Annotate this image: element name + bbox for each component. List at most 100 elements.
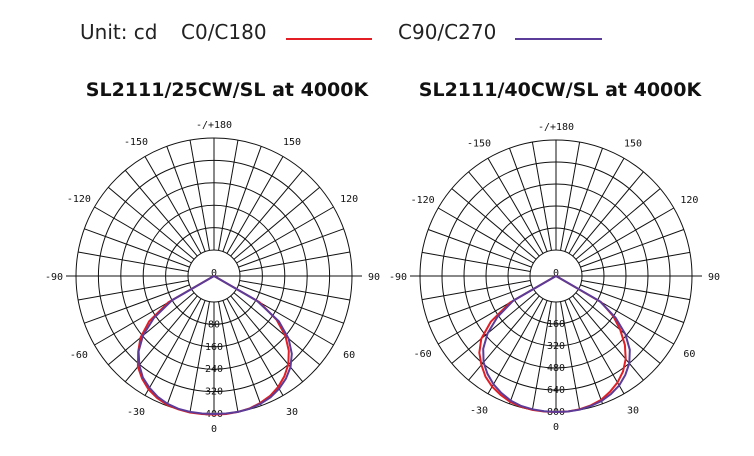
grid-spoke: [581, 251, 691, 272]
angle-label: 0: [211, 424, 217, 435]
grid-spoke: [189, 140, 210, 251]
grid-spoke: [107, 292, 195, 366]
grid-spoke: [107, 186, 195, 260]
polar-chart-1: 080160240320400-/+180150-150120-12090-90…: [45, 120, 380, 435]
grid-spoke: [531, 141, 552, 251]
grid-spoke: [166, 146, 206, 252]
chart-2-title: SL2111/40CW/SL at 4000K: [419, 79, 703, 101]
ring-label: 320: [205, 387, 223, 398]
ring-label: 480: [547, 363, 565, 374]
grid-spoke: [560, 301, 581, 411]
grid-spoke: [239, 251, 350, 272]
angle-label: 90: [368, 272, 380, 283]
angle-label: -30: [470, 405, 488, 416]
angle-label: -120: [411, 195, 435, 206]
legend-item-c0-label: C0/C180: [181, 20, 267, 44]
grid-spoke: [575, 292, 661, 364]
grid-spoke: [238, 228, 344, 268]
grid-spoke: [238, 284, 344, 324]
angle-label: -120: [67, 194, 91, 205]
angle-label: 60: [343, 350, 355, 361]
grid-spoke: [222, 146, 262, 252]
grid-spoke: [144, 156, 202, 254]
grid-spoke: [572, 171, 644, 257]
grid-spoke: [428, 229, 532, 268]
grid-spoke: [568, 298, 625, 395]
grid-spoke: [218, 140, 239, 251]
grid-spoke: [84, 284, 190, 324]
angle-label: 60: [683, 349, 695, 360]
ring-label: 80: [208, 319, 220, 330]
angle-label: -150: [467, 139, 491, 150]
polar-chart-2: 0160320480640800-/+180150-150120-12090-9…: [389, 122, 720, 433]
legend-item-c90-label: C90/C270: [398, 20, 496, 44]
grid-spoke: [222, 300, 262, 406]
angle-label: 120: [340, 194, 358, 205]
grid-spoke: [230, 169, 304, 257]
ring-label: 640: [547, 385, 565, 396]
grid-spoke: [218, 301, 239, 412]
grid-spoke: [564, 300, 603, 404]
angle-label: 30: [627, 405, 639, 416]
grid-spoke: [560, 141, 581, 251]
angle-label: 120: [680, 195, 698, 206]
ring-label: 0: [553, 268, 559, 279]
grid-spoke: [580, 229, 684, 268]
ring-label: 240: [205, 364, 223, 375]
grid-spoke: [509, 300, 548, 404]
grid-spoke: [124, 169, 198, 257]
grid-spoke: [531, 301, 552, 411]
legend: Unit: cd C0/C180 C90/C270: [80, 20, 602, 44]
angle-label: 0: [553, 422, 559, 433]
grid-spoke: [564, 148, 603, 252]
angle-label: -150: [124, 137, 148, 148]
ring-label: 160: [205, 342, 223, 353]
grid-spoke: [189, 301, 210, 412]
grid-spoke: [236, 206, 334, 264]
grid-spoke: [226, 156, 284, 254]
grid-spoke: [428, 284, 532, 323]
grid-spoke: [581, 280, 691, 301]
angle-label: -60: [70, 350, 88, 361]
angle-label: -/+180: [196, 120, 232, 131]
chart-1-title: SL2111/25CW/SL at 4000K: [86, 79, 370, 101]
grid-spoke: [451, 292, 537, 364]
grid-spoke: [487, 157, 544, 254]
grid-spoke: [233, 186, 321, 260]
angle-label: 150: [624, 139, 642, 150]
grid-spoke: [568, 157, 625, 254]
grid-spoke: [421, 251, 531, 272]
angle-label: -90: [389, 272, 407, 283]
angle-label: -30: [127, 407, 145, 418]
grid-spoke: [94, 206, 192, 264]
grid-spoke: [421, 280, 531, 301]
grid-spoke: [84, 228, 190, 268]
grid-spoke: [451, 188, 537, 260]
grid-spoke: [578, 207, 675, 264]
grid-spoke: [487, 298, 544, 395]
grid-spoke: [509, 148, 548, 252]
grid-spoke: [144, 298, 202, 396]
angle-label: -/+180: [538, 122, 574, 133]
angle-label: -90: [45, 272, 63, 283]
grid-spoke: [437, 207, 534, 264]
grid-spoke: [226, 298, 284, 396]
grid-spoke: [468, 295, 540, 381]
grid-spoke: [233, 292, 321, 366]
angle-label: 90: [708, 272, 720, 283]
legend-unit-label: Unit: cd: [80, 20, 158, 44]
ring-label: 0: [211, 268, 217, 279]
grid-spoke: [575, 188, 661, 260]
grid-spoke: [78, 251, 189, 272]
series-c90-c270-line: [482, 275, 631, 414]
grid-spoke: [580, 284, 684, 323]
grid-spoke: [239, 280, 350, 301]
grid-spoke: [572, 295, 644, 381]
angle-label: 150: [283, 137, 301, 148]
ring-label: 320: [547, 341, 565, 352]
ring-label: 160: [547, 319, 565, 330]
series-c90-c270-line: [137, 275, 293, 416]
angle-label: 30: [286, 407, 298, 418]
grid-spoke: [468, 171, 540, 257]
